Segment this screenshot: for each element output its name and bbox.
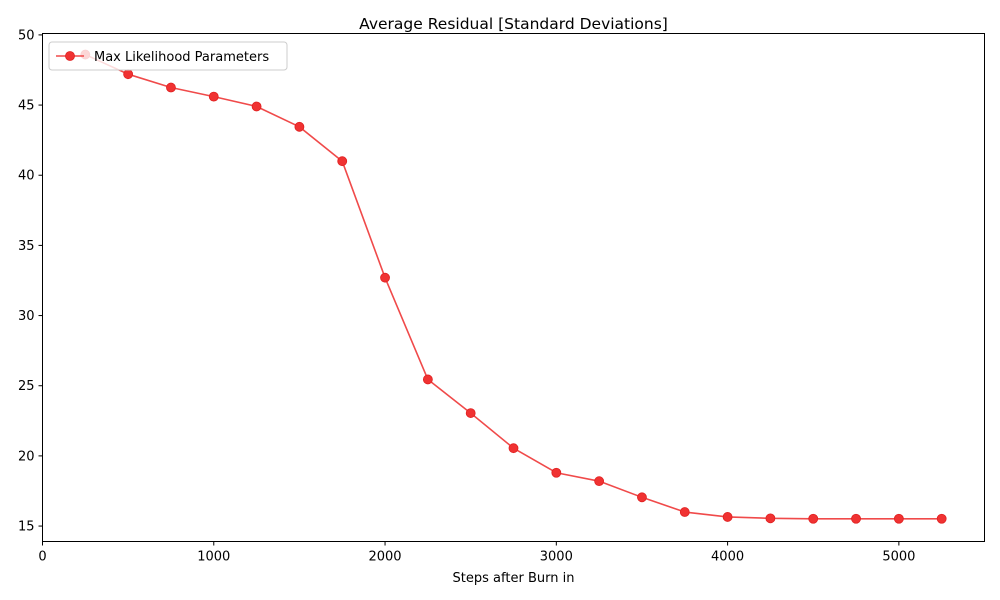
data-point <box>851 513 861 524</box>
data-point <box>337 156 348 167</box>
y-tick-label: 35 <box>18 239 35 254</box>
data-point <box>123 69 134 80</box>
plot-area <box>42 33 985 542</box>
data-point <box>679 507 690 517</box>
data-point <box>465 408 476 418</box>
y-tick-label: 15 <box>18 520 35 535</box>
data-point <box>765 513 776 524</box>
legend-box <box>48 41 288 71</box>
y-tick-label: 40 <box>18 169 35 184</box>
data-point <box>422 374 433 385</box>
x-axis: 0 1000 2000 3000 4000 5000 <box>38 541 915 565</box>
data-point <box>166 82 176 93</box>
y-tick-label: 25 <box>18 379 35 394</box>
data-point <box>936 513 947 524</box>
legend-label: Max Likelihood Parameters <box>94 50 269 65</box>
plot-frame <box>42 33 985 542</box>
chart-title: Average Residual [Standard Deviations] <box>359 15 668 33</box>
y-tick-label: 50 <box>18 28 35 43</box>
data-point <box>251 101 262 112</box>
x-tick-label: 2000 <box>368 550 401 565</box>
x-tick-label: 4000 <box>711 550 744 565</box>
data-point <box>808 513 819 524</box>
x-tick-label: 0 <box>38 550 46 565</box>
legend: Max Likelihood Parameters <box>48 41 288 71</box>
data-point <box>551 467 562 478</box>
y-tick-label: 20 <box>18 449 35 464</box>
y-tick-label: 30 <box>18 309 35 324</box>
data-point <box>637 492 647 503</box>
series-layer <box>80 49 947 524</box>
data-point <box>380 272 390 283</box>
data-point <box>594 476 605 487</box>
data-point <box>208 91 219 102</box>
x-tick-label: 5000 <box>882 550 915 565</box>
y-tick-label: 45 <box>18 99 35 114</box>
x-axis-label: Steps after Burn in <box>453 571 575 586</box>
x-tick-label: 1000 <box>197 550 230 565</box>
y-axis: 15 20 25 30 35 40 45 50 <box>18 28 43 535</box>
data-point <box>722 512 733 522</box>
data-point <box>893 513 904 524</box>
legend-marker <box>65 51 75 61</box>
data-point <box>294 121 305 132</box>
x-tick-label: 3000 <box>540 550 573 565</box>
data-point <box>508 443 519 454</box>
